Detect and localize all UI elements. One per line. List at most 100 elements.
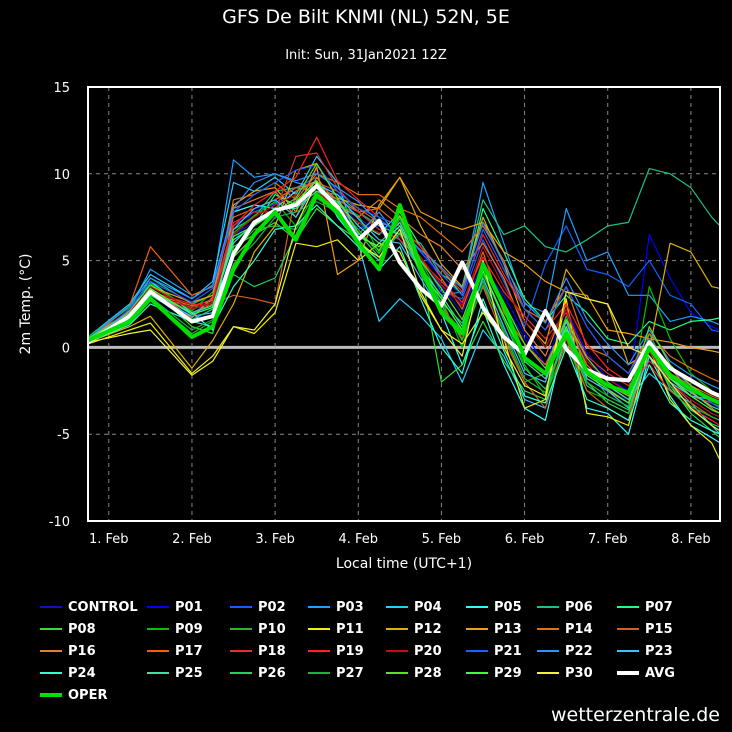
x-tick-label: 8. Feb <box>671 532 711 547</box>
legend-swatch <box>40 628 62 630</box>
legend-label: P27 <box>336 665 364 681</box>
legend-swatch <box>386 650 408 652</box>
legend-item-p14: P14 <box>537 620 593 638</box>
series-line-p22 <box>87 173 721 390</box>
legend-item-oper: OPER <box>40 686 107 704</box>
chart-subtitle: Init: Sun, 31Jan2021 12Z <box>285 48 447 63</box>
legend-swatch <box>308 628 330 630</box>
x-tick-label: 7. Feb <box>588 532 628 547</box>
legend-label: CONTROL <box>68 599 138 615</box>
legend-item-p09: P09 <box>147 620 203 638</box>
series-line-avg <box>86 184 721 398</box>
series-line-p11 <box>87 239 721 461</box>
y-axis-label: 2m Temp. (°C) <box>18 254 34 355</box>
y-tick-label: 5 <box>62 255 70 270</box>
legend-swatch <box>40 672 62 674</box>
x-tick-label: 6. Feb <box>505 532 545 547</box>
legend-label: P24 <box>68 665 96 681</box>
legend-label: P25 <box>175 665 203 681</box>
legend-swatch <box>466 606 488 608</box>
legend-item-p02: P02 <box>230 598 286 616</box>
legend-swatch <box>230 628 252 630</box>
series-line-p28 <box>87 162 721 404</box>
legend-item-p29: P29 <box>466 664 522 682</box>
watermark: wetterzentrale.de <box>551 704 720 726</box>
legend-label: P23 <box>645 643 673 659</box>
legend-label: P22 <box>565 643 593 659</box>
legend-item-avg: AVG <box>617 664 675 682</box>
legend-label: P03 <box>336 599 364 615</box>
series-line-p12 <box>87 162 721 369</box>
legend-item-p21: P21 <box>466 642 522 660</box>
x-tick-label: 5. Feb <box>422 532 462 547</box>
legend-item-control: CONTROL <box>40 598 138 616</box>
legend-swatch <box>537 672 559 674</box>
legend-label: P08 <box>68 621 96 637</box>
temperature-chart: -10 -5 0 5 10 15 1. Feb 2. Feb 3. Feb 4. Feb 5. Fe… <box>18 81 721 572</box>
legend-label: P15 <box>645 621 673 637</box>
legend-swatch <box>230 606 252 608</box>
y-tick-label: -5 <box>57 428 70 443</box>
x-tick-label: 2. Feb <box>172 532 212 547</box>
legend-item-p22: P22 <box>537 642 593 660</box>
legend-swatch <box>147 606 169 608</box>
legend-label: P17 <box>175 643 203 659</box>
legend-item-p16: P16 <box>40 642 96 660</box>
legend-item-p10: P10 <box>230 620 286 638</box>
legend-swatch <box>308 672 330 674</box>
axis-layer: -10 -5 0 5 10 15 1. Feb 2. Feb 3. Feb 4. Feb 5. Fe… <box>49 81 711 547</box>
legend-item-p13: P13 <box>466 620 522 638</box>
legend-item-p27: P27 <box>308 664 364 682</box>
legend-item-p11: P11 <box>308 620 364 638</box>
legend-swatch <box>537 650 559 652</box>
legend-label: P07 <box>645 599 673 615</box>
legend-swatch <box>308 650 330 652</box>
series-line-p21 <box>87 164 721 409</box>
legend-item-p05: P05 <box>466 598 522 616</box>
legend-item-p04: P04 <box>386 598 442 616</box>
legend-item-p08: P08 <box>40 620 96 638</box>
series-layer <box>86 136 721 461</box>
legend-swatch <box>466 650 488 652</box>
legend-swatch <box>466 672 488 674</box>
legend-label: P30 <box>565 665 593 681</box>
legend-item-p01: P01 <box>147 598 203 616</box>
legend-swatch <box>617 650 639 652</box>
legend-label: P28 <box>414 665 442 681</box>
legend-label: P12 <box>414 621 442 637</box>
legend-swatch <box>308 606 330 608</box>
legend-item-p03: P03 <box>308 598 364 616</box>
legend-label: P21 <box>494 643 522 659</box>
x-axis-label: Local time (UTC+1) <box>336 556 472 572</box>
legend-swatch <box>230 650 252 652</box>
legend-swatch <box>40 693 62 697</box>
series-line-p25 <box>87 190 721 411</box>
x-tick-label: 3. Feb <box>255 532 295 547</box>
legend-item-p30: P30 <box>537 664 593 682</box>
legend-item-p15: P15 <box>617 620 673 638</box>
legend-swatch <box>386 606 408 608</box>
legend-label: P18 <box>258 643 286 659</box>
chart-title: GFS De Bilt KNMI (NL) 52N, 5E <box>222 6 510 28</box>
legend-swatch <box>40 606 62 608</box>
x-tick-label: 4. Feb <box>338 532 378 547</box>
legend-item-p25: P25 <box>147 664 203 682</box>
legend-swatch <box>537 606 559 608</box>
legend-item-p12: P12 <box>386 620 442 638</box>
y-tick-label: -10 <box>49 515 70 530</box>
legend-label: P19 <box>336 643 364 659</box>
legend-label: P14 <box>565 621 593 637</box>
legend-item-p26: P26 <box>230 664 286 682</box>
x-tick-label: 1. Feb <box>89 532 129 547</box>
legend-swatch <box>617 606 639 608</box>
legend-label: P11 <box>336 621 364 637</box>
legend-swatch <box>230 672 252 674</box>
legend-swatch <box>617 671 639 675</box>
legend-label: P10 <box>258 621 286 637</box>
legend-label: OPER <box>68 687 108 703</box>
legend-swatch <box>537 628 559 630</box>
legend-item-p18: P18 <box>230 642 286 660</box>
legend-swatch <box>147 650 169 652</box>
series-line-p24 <box>87 204 721 435</box>
y-tick-label: 15 <box>53 81 70 96</box>
